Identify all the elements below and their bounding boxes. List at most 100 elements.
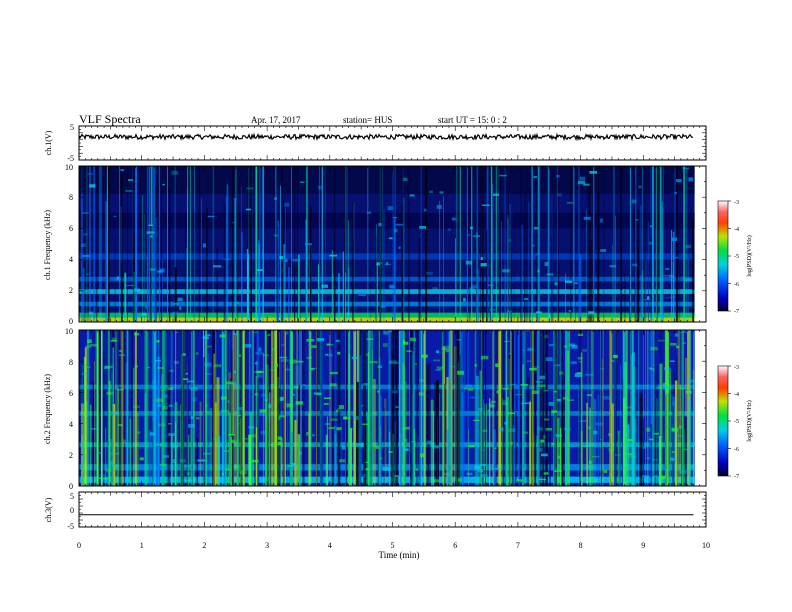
impulse-stripe: [333, 330, 334, 486]
impulse-stripe: [511, 409, 513, 486]
impulse-stripe: [146, 166, 148, 322]
impulse-stripe: [509, 355, 511, 486]
speckle: [158, 270, 163, 274]
speckle: [284, 368, 293, 371]
impulse-stripe: [344, 166, 345, 322]
speckle: [496, 390, 501, 394]
impulse-stripe: [648, 265, 649, 322]
speckle: [556, 174, 560, 178]
speckle: [474, 465, 481, 470]
speckle: [361, 404, 364, 407]
speckle: [280, 359, 289, 362]
speckle: [600, 249, 607, 253]
speckle: [207, 215, 215, 218]
impulse-stripe: [325, 434, 328, 486]
speckle: [223, 450, 230, 452]
speckle: [646, 427, 651, 432]
impulse-stripe: [687, 412, 688, 486]
speckle: [533, 226, 538, 230]
impulse-stripe: [205, 330, 207, 486]
ch2-freq-tick-label: 8: [69, 358, 73, 367]
speckle: [546, 273, 554, 276]
speckle: [118, 354, 125, 357]
speckle: [672, 237, 678, 241]
speckle: [316, 338, 324, 342]
speckle: [377, 390, 380, 393]
time-tick-label: 9: [641, 541, 645, 550]
speckle: [444, 345, 451, 349]
impulse-stripe: [507, 215, 509, 322]
speckle: [190, 416, 194, 420]
impulse-stripe: [170, 330, 173, 486]
impulse-stripe: [105, 427, 107, 486]
speckle: [168, 369, 174, 372]
impulse-stripe: [308, 330, 312, 486]
speckle: [172, 311, 178, 316]
ch1-ylabel: ch.1(V): [44, 130, 53, 155]
speckle: [336, 427, 342, 431]
impulse-stripe: [647, 330, 651, 486]
impulse-stripe: [674, 380, 678, 486]
impulse-stripe: [214, 402, 217, 486]
impulse-stripe: [394, 166, 396, 322]
impulse-stripe: [331, 250, 333, 322]
impulse-stripe: [328, 330, 331, 486]
impulse-stripe: [88, 235, 90, 322]
impulse-stripe: [340, 408, 343, 486]
speckle: [186, 472, 191, 475]
impulse-stripe: [590, 240, 593, 322]
impulse-stripe: [206, 207, 208, 322]
speckle: [432, 287, 438, 291]
speckle: [671, 451, 675, 454]
impulse-stripe: [283, 243, 286, 322]
speckle: [675, 435, 683, 437]
impulse-stripe: [652, 166, 654, 322]
speckle: [489, 404, 495, 408]
impulse-stripe: [184, 214, 187, 322]
speckle: [369, 360, 378, 364]
speckle: [648, 438, 654, 441]
speckle: [330, 418, 338, 421]
impulse-stripe: [593, 166, 595, 322]
impulse-stripe: [631, 354, 632, 486]
speckle: [562, 397, 568, 400]
speckle: [419, 226, 426, 229]
speckle: [139, 457, 144, 461]
impulse-stripe: [426, 364, 429, 486]
impulse-stripe: [137, 413, 139, 486]
speckle: [603, 470, 608, 474]
speckle: [544, 418, 550, 421]
impulse-stripe: [510, 330, 512, 486]
speckle: [239, 354, 242, 357]
impulse-stripe: [119, 166, 120, 322]
impulse-stripe: [423, 330, 426, 486]
speckle: [122, 439, 126, 444]
ch3-ytick-label: 0: [70, 506, 74, 515]
speckle: [335, 409, 338, 413]
speckle: [451, 217, 457, 221]
speckle: [388, 237, 393, 240]
speckle: [157, 403, 162, 408]
speckle: [432, 445, 440, 449]
speckle: [436, 350, 440, 354]
speckle: [104, 366, 111, 370]
speckle: [179, 306, 182, 310]
impulse-stripe: [672, 405, 674, 486]
speckle: [578, 361, 582, 363]
impulse-stripe: [352, 202, 354, 322]
impulse-stripe: [694, 330, 696, 486]
impulse-stripe: [207, 353, 210, 486]
speckle: [662, 274, 669, 277]
impulse-stripe: [125, 363, 128, 486]
impulse-stripe: [587, 166, 589, 322]
speckle: [379, 457, 383, 460]
speckle: [646, 457, 650, 459]
impulse-stripe: [542, 330, 545, 486]
impulse-stripe: [682, 414, 683, 486]
impulse-stripe: [489, 398, 491, 486]
impulse-stripe: [668, 393, 670, 486]
speckle: [588, 479, 591, 483]
speckle: [261, 393, 268, 397]
speckle: [289, 359, 297, 364]
impulse-stripe: [503, 330, 505, 486]
